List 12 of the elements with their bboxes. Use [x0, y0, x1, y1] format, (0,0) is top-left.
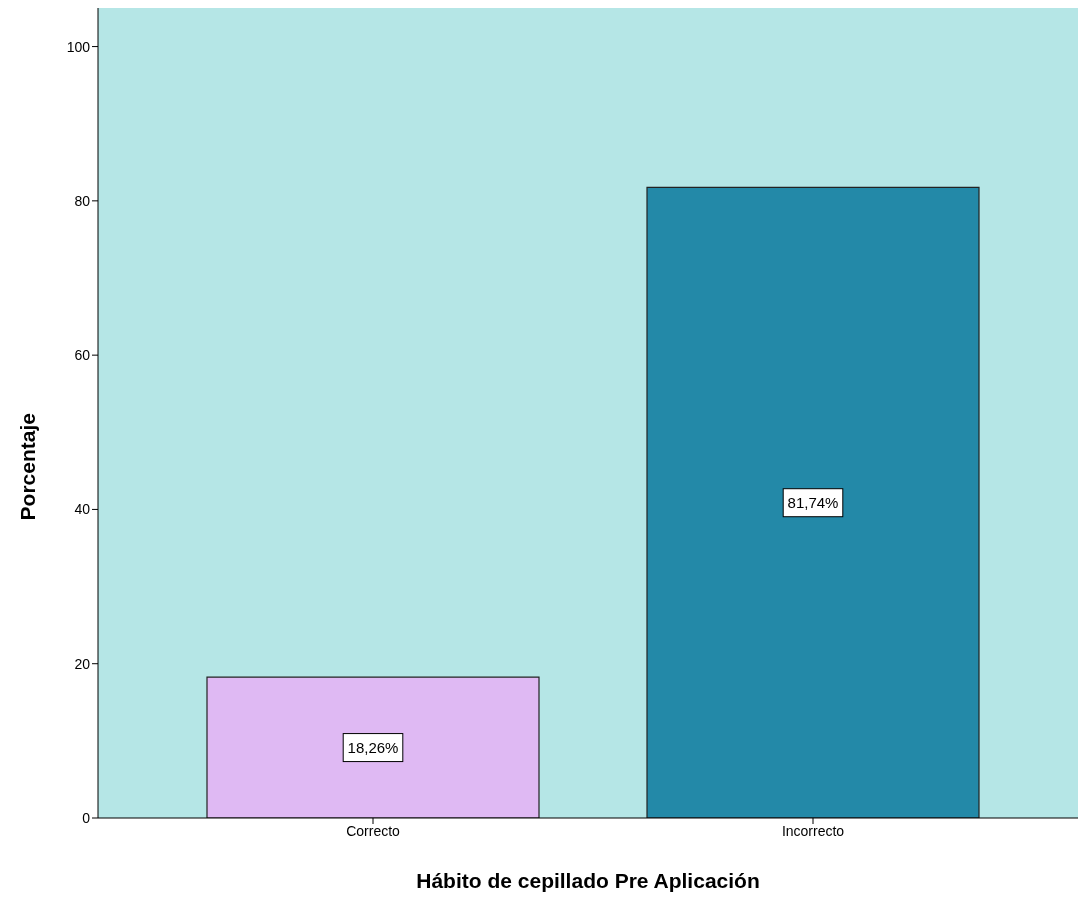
data-label: 18,26%	[347, 738, 399, 756]
y-tick-label: 100	[66, 38, 91, 55]
y-tick-label: 80	[74, 192, 91, 209]
y-tick-label: 20	[74, 655, 91, 672]
y-tick-label: 40	[74, 501, 91, 518]
data-label: 81,74%	[787, 493, 839, 511]
x-tick-label: Correcto	[346, 822, 401, 839]
y-axis-title: Porcentaje	[16, 413, 40, 521]
y-tick-label: 0	[82, 809, 91, 826]
x-tick-label: Incorrecto	[781, 822, 845, 839]
x-axis-title: Hábito de cepillado Pre Aplicación	[416, 869, 760, 892]
y-tick-label: 60	[74, 347, 91, 364]
